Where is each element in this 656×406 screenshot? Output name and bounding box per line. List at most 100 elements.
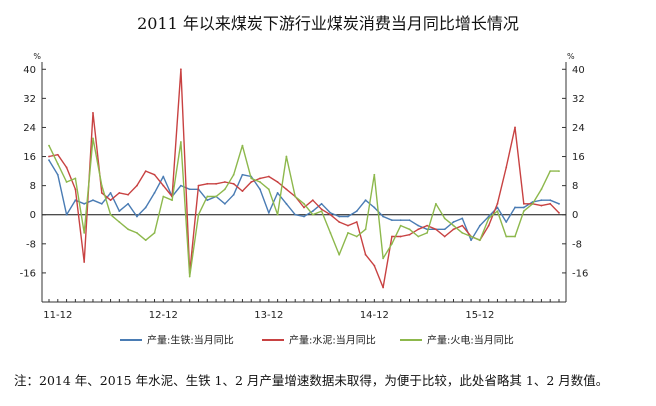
right-unit-label: % <box>567 52 575 61</box>
data-point <box>461 232 464 234</box>
data-point <box>470 235 472 238</box>
x-tick-label: 13-12 <box>254 310 283 321</box>
data-point <box>232 182 235 185</box>
data-point <box>522 202 525 205</box>
data-point <box>153 232 156 234</box>
data-point <box>127 228 130 231</box>
data-point <box>100 202 103 205</box>
data-point <box>267 175 270 178</box>
left-tick-label: 32 <box>23 94 36 105</box>
data-point <box>109 213 112 216</box>
data-point <box>399 224 402 227</box>
data-point <box>285 155 288 158</box>
data-point <box>136 232 138 234</box>
data-point <box>118 192 121 194</box>
data-point <box>109 199 112 202</box>
data-point <box>48 144 50 147</box>
data-point <box>329 232 332 234</box>
data-point <box>276 213 279 216</box>
data-point <box>514 206 516 209</box>
data-point <box>329 213 332 216</box>
data-point <box>92 112 94 114</box>
data-point <box>355 210 358 212</box>
data-point <box>540 199 543 202</box>
left-tick-label: 0 <box>30 210 36 221</box>
data-point <box>303 202 305 205</box>
data-point <box>83 232 86 234</box>
data-point <box>223 202 226 205</box>
data-point <box>487 224 490 227</box>
data-point <box>285 202 288 205</box>
data-point <box>311 199 314 202</box>
data-point <box>338 253 341 256</box>
data-point <box>443 228 446 231</box>
data-point <box>144 170 147 172</box>
data-point <box>92 199 94 202</box>
data-point <box>522 206 525 209</box>
data-point <box>241 173 244 176</box>
data-point <box>382 257 385 260</box>
data-point <box>417 235 420 238</box>
data-point <box>267 212 270 214</box>
data-point <box>303 215 305 218</box>
data-point <box>434 228 437 231</box>
x-tick-label: 15-12 <box>465 310 494 321</box>
data-point <box>382 286 385 289</box>
data-point <box>347 215 349 218</box>
data-point <box>364 199 367 202</box>
data-point <box>373 264 376 267</box>
data-point <box>373 173 376 176</box>
data-point <box>127 202 130 205</box>
data-point <box>417 228 420 231</box>
data-point <box>303 206 305 209</box>
data-point <box>171 199 174 202</box>
data-point <box>285 188 288 191</box>
data-point <box>487 217 490 220</box>
data-point <box>215 195 217 198</box>
data-point <box>540 188 543 191</box>
data-point <box>100 184 103 187</box>
data-point <box>206 199 209 202</box>
data-point <box>162 195 165 198</box>
left-tick-label: 8 <box>30 181 36 192</box>
data-point <box>549 202 552 205</box>
data-point <box>364 253 367 256</box>
data-point <box>549 199 552 202</box>
data-point <box>56 173 59 176</box>
data-point <box>408 219 411 222</box>
data-point <box>188 275 191 278</box>
data-point <box>426 232 429 234</box>
data-point <box>399 235 402 238</box>
data-point <box>417 224 420 227</box>
data-point <box>144 206 147 209</box>
data-point <box>162 175 165 178</box>
data-point <box>241 144 244 147</box>
data-point <box>136 184 138 187</box>
left-tick-label: 16 <box>23 152 36 163</box>
data-point <box>197 184 200 187</box>
right-tick-label: 8 <box>572 181 578 192</box>
data-point <box>250 181 253 183</box>
right-tick-label: 0 <box>572 210 578 221</box>
data-point <box>48 159 50 162</box>
data-point <box>496 206 499 209</box>
data-point <box>452 221 455 223</box>
data-point <box>179 68 182 71</box>
data-point <box>338 221 341 223</box>
data-point <box>329 212 332 214</box>
data-point <box>382 215 385 218</box>
data-point <box>505 235 508 238</box>
data-point <box>373 206 376 209</box>
data-point <box>259 188 261 191</box>
data-point <box>408 233 411 236</box>
left-tick-label: 40 <box>23 65 36 76</box>
data-point <box>514 126 516 129</box>
data-point <box>241 190 244 192</box>
data-point <box>364 228 367 231</box>
right-tick-label: 16 <box>572 152 585 163</box>
data-point <box>109 192 112 194</box>
data-point <box>478 224 481 227</box>
x-tick-label: 14-12 <box>360 310 389 321</box>
data-point <box>558 202 560 205</box>
x-tick-label: 11-12 <box>43 310 72 321</box>
